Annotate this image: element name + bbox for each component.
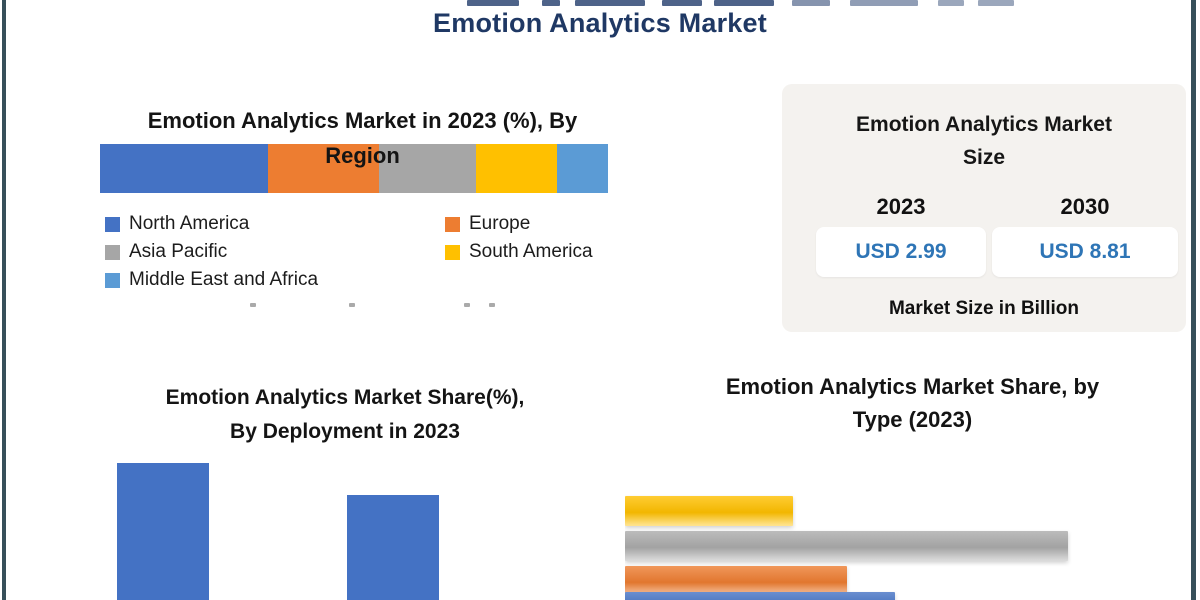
market-size-value-2023: USD 2.99 <box>816 227 986 277</box>
legend-label-4: Middle East and Africa <box>129 269 319 290</box>
legend-label-3: South America <box>469 241 593 262</box>
legend-item-0: North America <box>105 213 445 235</box>
deployment-plot <box>70 455 620 600</box>
deployment-title-line1: Emotion Analytics Market Share(%), <box>165 386 525 409</box>
frame-border-right <box>1191 0 1196 600</box>
legend-swatch-1 <box>445 216 460 232</box>
year-label-2030: 2030 <box>1060 194 1110 219</box>
legend-item-2: Asia Pacific <box>105 241 445 263</box>
type-bar-1 <box>625 531 1068 561</box>
region-segment-0 <box>100 144 268 193</box>
cropped-text-fragment <box>978 0 1014 6</box>
legend-swatch-0 <box>105 216 120 232</box>
region-segment-1 <box>267 144 380 193</box>
cropped-text-fragment <box>662 0 702 6</box>
deployment-title-line2: By Deployment in 2023 <box>230 420 460 443</box>
cropped-text-fragment <box>250 303 256 307</box>
region-chart-title-line1: Emotion Analytics Market in 2023 (%), By <box>147 108 578 133</box>
legend-swatch-3 <box>445 244 460 260</box>
type-title-line1: Emotion Analytics Market Share, by <box>725 374 1100 399</box>
legend-item-4: Middle East and Africa <box>105 269 445 291</box>
cropped-text-fragment <box>467 0 519 6</box>
deployment-bar-1 <box>347 494 439 600</box>
cropped-text-fragment <box>850 0 918 6</box>
region-segment-2 <box>379 144 476 193</box>
type-plot <box>625 490 1185 600</box>
legend-label-2: Asia Pacific <box>129 241 228 262</box>
cropped-text-fragment <box>714 0 774 6</box>
legend-item-1: Europe <box>445 213 593 235</box>
cropped-text-fragment <box>575 0 645 6</box>
cropped-text-fragment <box>792 0 830 6</box>
legend-label-0: North America <box>129 213 250 234</box>
legend-swatch-2 <box>105 244 120 260</box>
legend-item-3: South America <box>445 241 593 263</box>
type-bar-2 <box>625 566 847 596</box>
cropped-text-fragment <box>464 303 470 307</box>
region-stacked-bar <box>100 144 608 193</box>
region-chart-title: Emotion Analytics Market in 2023 (%), By… <box>95 103 630 173</box>
deployment-bar-0 <box>117 463 209 600</box>
market-size-title-line1: Emotion Analytics Market <box>856 113 1112 136</box>
type-bar-3 <box>625 592 896 600</box>
region-segment-3 <box>475 144 558 193</box>
cropped-text-fragment <box>542 0 560 6</box>
market-size-footnote: Market Size in Billion <box>888 298 1080 319</box>
cropped-text-fragment <box>349 303 355 307</box>
market-size-card: Emotion Analytics Market Size 2023 2030 … <box>782 84 1186 332</box>
legend-label-1: Europe <box>469 213 531 234</box>
market-size-value-2030: USD 8.81 <box>992 227 1178 277</box>
region-segment-4 <box>557 144 608 193</box>
region-legend: North America Asia Pacific Middle East and… <box>105 210 593 294</box>
year-label-2023: 2023 <box>876 194 926 219</box>
type-bar-0 <box>625 496 794 526</box>
market-size-title-line2: Size <box>962 146 1006 169</box>
cropped-text-fragment <box>938 0 964 6</box>
type-chart-title: Emotion Analytics Market Share, by Type … <box>640 370 1185 436</box>
deployment-chart-title: Emotion Analytics Market Share(%), By De… <box>70 381 620 449</box>
market-size-card-title: Emotion Analytics Market Size <box>782 108 1186 174</box>
type-title-line2: Type (2023) <box>852 407 973 432</box>
region-chart-title-line2: Region <box>325 143 400 168</box>
legend-swatch-4 <box>105 272 120 288</box>
frame-border-left <box>2 0 6 600</box>
cropped-text-fragment <box>489 303 495 307</box>
page-title: Emotion Analytics Market <box>433 8 767 38</box>
